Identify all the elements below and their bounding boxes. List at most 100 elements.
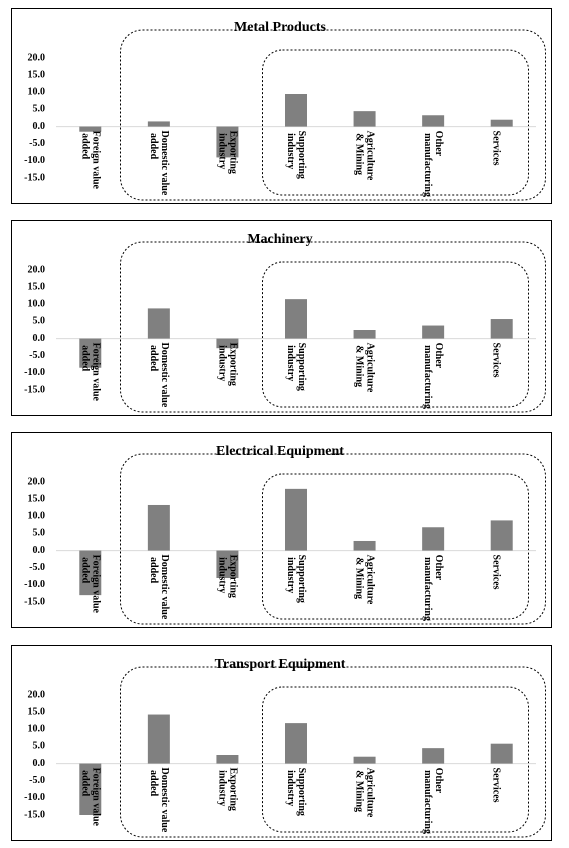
bar [147,308,170,339]
y-tick-label: -10.0 [24,155,45,166]
x-tick-label: Other manufacturing [422,768,444,834]
chart-title: Metal Products [234,20,326,35]
chart-title: Machinery [247,232,312,247]
bar [79,763,102,815]
y-tick-label: -5.0 [29,350,45,361]
bar [147,504,170,551]
bar [216,755,239,764]
bar [285,488,307,551]
group-outline [262,261,529,408]
x-tick-label: Agriculture & Mining [353,555,375,605]
chart-title: Electrical Equipment [216,444,344,459]
x-tick-label: Domestic value added [148,343,170,408]
x-tick-label: Foreign value added [79,555,101,614]
x-tick-label: Supporting industry [285,555,307,603]
x-tick-label: Other manufacturing [422,555,444,621]
group-outline [120,666,546,838]
x-tick-label: Foreign value added [79,768,101,827]
y-tick-label: -15.0 [24,809,45,820]
y-tick-label: 10.0 [28,724,46,735]
bar [490,520,513,551]
bar [79,338,102,368]
group-outline [262,686,529,833]
y-tick-label: 15.0 [28,706,46,717]
x-tick-label: Foreign value added [79,131,101,190]
panel-frame [11,432,552,628]
x-tick-label: Supporting industry [285,768,307,816]
bar [490,119,513,127]
bar [216,338,239,349]
x-tick-label: Exporting industry [216,343,238,386]
panel-frame [11,220,552,416]
x-tick-label: Other manufacturing [422,343,444,409]
x-tick-label: Agriculture & Mining [353,131,375,181]
chart-panel: Transport Equipment 20.0 15.0 10.0 5.0 0.0 -5.… [11,645,552,841]
bar [285,299,307,339]
group-outline [262,473,529,620]
group-outline [262,49,529,196]
chart-panel: Machinery 20.0 15.0 10.0 5.0 0.0 -5.0 -10.0 -15.… [11,220,552,416]
bar [490,319,513,339]
bar [422,748,445,764]
bar [79,126,102,132]
panel-frame [11,645,552,841]
y-tick-label: 20.0 [28,476,46,487]
y-tick-label: -10.0 [24,367,45,378]
group-outline [120,241,546,413]
x-tick-label: Supporting industry [285,131,307,179]
bar [353,330,376,339]
y-tick-label: -5.0 [29,138,45,149]
x-tick-label: Other manufacturing [422,131,444,197]
x-tick-label: Services [490,768,501,803]
x-tick-label: Agriculture & Mining [353,768,375,818]
y-tick-label: 15.0 [28,69,46,80]
y-tick-label: -10.0 [24,792,45,803]
x-tick-label: Foreign value added [79,343,101,402]
chart-panel: Electrical Equipment 20.0 15.0 10.0 5.0 0.0 -5… [11,432,552,628]
x-tick-label: Services [490,343,501,378]
y-tick-label: 5.0 [33,528,46,539]
y-tick-label: -15.0 [24,596,45,607]
group-outline [120,29,546,201]
bar [285,723,307,764]
x-tick-label: Supporting industry [285,343,307,391]
x-tick-label: Exporting industry [216,768,238,811]
y-tick-label: -10.0 [24,579,45,590]
bar [422,115,445,127]
y-tick-label: 0.0 [33,758,46,769]
x-tick-label: Agriculture & Mining [353,343,375,393]
y-tick-label: 0.0 [33,333,46,344]
bar [285,94,307,127]
bar [353,111,376,127]
y-tick-label: 20.0 [28,264,46,275]
y-tick-label: -15.0 [24,172,45,183]
y-tick-label: 5.0 [33,316,46,327]
bar [79,550,102,596]
panel-frame [11,8,552,204]
y-tick-label: -15.0 [24,384,45,395]
x-tick-label: Services [490,555,501,590]
x-tick-label: Services [490,131,501,166]
y-tick-label: 0.0 [33,121,46,132]
y-tick-label: 15.0 [28,493,46,504]
x-tick-label: Exporting industry [216,131,238,174]
bar [147,714,170,764]
chart-title: Transport Equipment [215,657,346,672]
chart-panel: Metal Products 20.0 15.0 10.0 5.0 0.0 -5.0 -10.… [11,8,552,204]
bar [490,743,513,764]
bar [353,756,376,764]
y-tick-label: -5.0 [29,562,45,573]
bar [422,527,445,551]
x-tick-label: Domestic value added [148,555,170,620]
bar [216,550,239,578]
y-tick-label: 10.0 [28,511,46,522]
y-tick-label: 5.0 [33,741,46,752]
y-tick-label: 20.0 [28,52,46,63]
y-tick-label: 10.0 [28,299,46,310]
bar [216,126,239,158]
y-tick-label: 20.0 [28,689,46,700]
group-outline [120,453,546,625]
y-tick-label: 5.0 [33,104,46,115]
